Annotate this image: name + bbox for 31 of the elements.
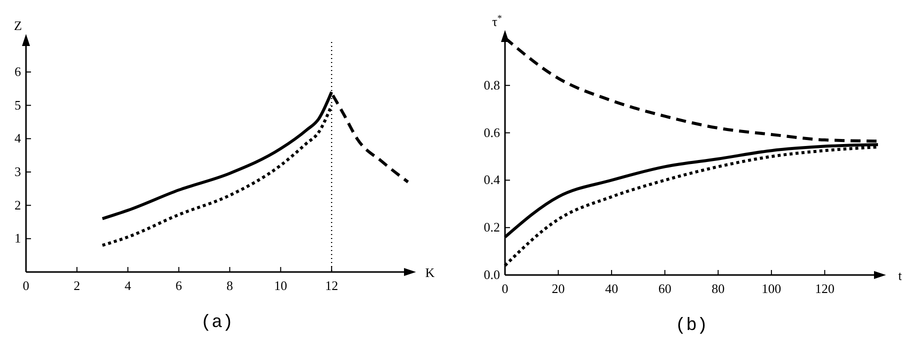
x-tick-label: 12 <box>325 278 338 293</box>
x-tick-label: 10 <box>274 278 288 293</box>
y-tick-label: 5 <box>14 97 21 112</box>
y-tick-label: 2 <box>14 197 21 212</box>
y-tick-label: 0.2 <box>484 220 500 235</box>
x-axis-title: t <box>898 268 902 283</box>
x-tick-label: 40 <box>605 281 618 296</box>
y-tick-label: 1 <box>14 230 21 246</box>
y-axis-title: Z <box>14 18 22 33</box>
x-tick-label: 6 <box>176 278 183 293</box>
y-tick-label: 6 <box>14 64 22 79</box>
x-axis-title: K <box>425 265 436 280</box>
x-tick-label: 80 <box>712 281 725 296</box>
y-tick-label: 3 <box>14 164 21 179</box>
x-tick-label: 2 <box>74 278 80 293</box>
x-tick-label: 8 <box>226 278 233 293</box>
x-tick-label: 0 <box>22 278 30 293</box>
x-tick-label: 4 <box>124 278 132 293</box>
y-tick-label: 4 <box>14 130 22 146</box>
y-tick-label: 0.6 <box>484 124 500 140</box>
x-tick-label: 20 <box>552 281 565 296</box>
text: (a) <box>200 313 234 333</box>
y-tick-label: 0.0 <box>484 267 500 282</box>
x-tick-label: 120 <box>814 281 834 296</box>
x-tick-label: 0 <box>502 281 508 296</box>
text: (b) <box>675 316 708 336</box>
x-tick-label: 60 <box>658 281 672 296</box>
y-axis-title: τ$^{*}$ <box>492 13 502 29</box>
x-tick-label: 100 <box>762 281 782 296</box>
y-tick-label: 0.4 <box>484 172 500 188</box>
y-tick-label: 0.8 <box>484 77 500 92</box>
